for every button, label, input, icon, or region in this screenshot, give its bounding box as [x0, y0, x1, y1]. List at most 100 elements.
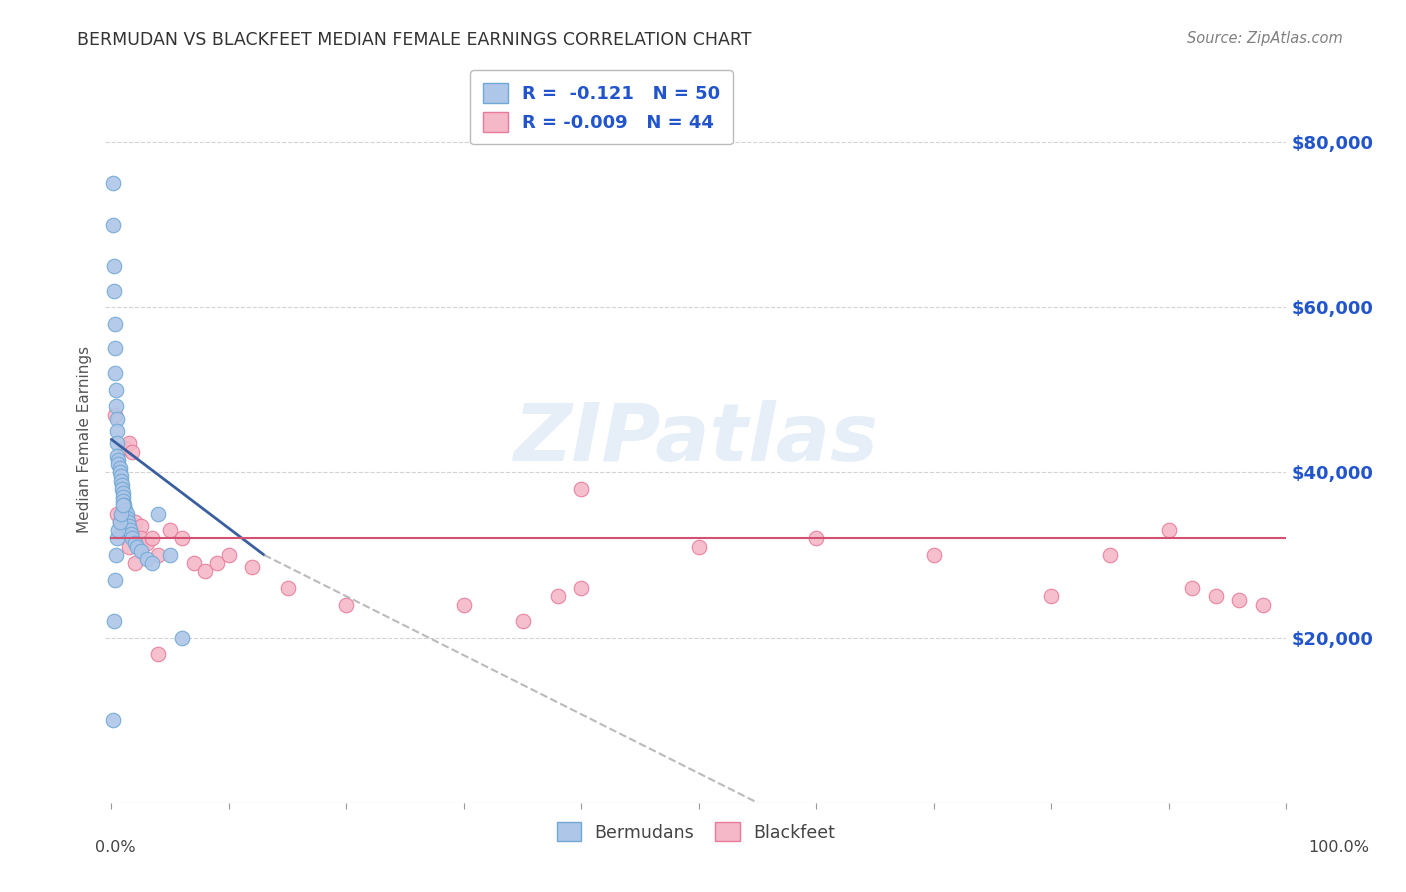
Point [107, 453, 129, 467]
Point [118, 519, 141, 533]
Point [111, 477, 134, 491]
Point [205, 556, 228, 570]
Point [170, 532, 193, 546]
Point [104, 366, 127, 380]
Point [103, 259, 125, 273]
Point [105, 449, 128, 463]
Point [105, 532, 128, 546]
Point [547, 589, 569, 603]
Point [105, 436, 128, 450]
Point [127, 540, 149, 554]
Point [124, 515, 146, 529]
Text: BERMUDAN VS BLACKFEET MEDIAN FEMALE EARNINGS CORRELATION CHART: BERMUDAN VS BLACKFEET MEDIAN FEMALE EARN… [77, 31, 752, 49]
Point [1099, 548, 1122, 562]
Point [135, 535, 157, 549]
Point [118, 436, 141, 450]
Point [105, 424, 128, 438]
Point [124, 556, 146, 570]
Point [120, 527, 142, 541]
Point [112, 523, 135, 537]
Point [117, 515, 139, 529]
Point [112, 499, 135, 513]
Point [118, 540, 141, 554]
Point [108, 515, 131, 529]
Point [218, 548, 240, 562]
Legend: Bermudans, Blackfeet: Bermudans, Blackfeet [550, 815, 842, 848]
Point [107, 457, 129, 471]
Point [240, 560, 263, 574]
Point [103, 614, 125, 628]
Point [124, 532, 146, 546]
Point [1157, 523, 1180, 537]
Point [104, 342, 127, 356]
Point [115, 507, 138, 521]
Point [183, 556, 205, 570]
Point [114, 502, 136, 516]
Text: Source: ZipAtlas.com: Source: ZipAtlas.com [1187, 31, 1343, 46]
Point [112, 486, 135, 500]
Point [571, 581, 593, 595]
Point [148, 507, 170, 521]
Point [148, 647, 170, 661]
Point [121, 532, 143, 546]
Point [108, 466, 131, 480]
Point [104, 317, 127, 331]
Y-axis label: Median Female Earnings: Median Female Earnings [77, 346, 93, 533]
Point [129, 544, 152, 558]
Point [453, 598, 475, 612]
Point [111, 507, 134, 521]
Point [1229, 593, 1251, 607]
Point [105, 548, 128, 562]
Point [112, 507, 135, 521]
Point [335, 598, 357, 612]
Point [101, 218, 124, 232]
Point [571, 482, 593, 496]
Point [111, 482, 134, 496]
Point [159, 548, 181, 562]
Point [121, 523, 143, 537]
Point [129, 519, 152, 533]
Point [512, 614, 534, 628]
Point [121, 444, 143, 458]
Point [105, 399, 128, 413]
Point [277, 581, 299, 595]
Point [115, 510, 138, 524]
Point [129, 532, 152, 546]
Point [110, 469, 132, 483]
Point [194, 565, 217, 579]
Point [105, 411, 128, 425]
Point [922, 548, 945, 562]
Point [1205, 589, 1227, 603]
Point [159, 523, 181, 537]
Text: ZIPatlas: ZIPatlas [513, 401, 879, 478]
Point [141, 556, 163, 570]
Point [170, 631, 193, 645]
Point [104, 573, 127, 587]
Point [806, 532, 828, 546]
Point [112, 499, 135, 513]
Text: 0.0%: 0.0% [96, 840, 135, 855]
Point [101, 176, 124, 190]
Point [1181, 581, 1204, 595]
Point [101, 713, 124, 727]
Point [120, 523, 142, 537]
Point [688, 540, 710, 554]
Text: 100.0%: 100.0% [1308, 840, 1369, 855]
Point [108, 461, 131, 475]
Point [110, 474, 132, 488]
Point [108, 515, 131, 529]
Point [114, 441, 136, 455]
Point [124, 535, 146, 549]
Point [112, 490, 135, 504]
Point [103, 284, 125, 298]
Point [135, 552, 157, 566]
Point [112, 494, 135, 508]
Point [110, 507, 132, 521]
Point [107, 523, 129, 537]
Point [148, 548, 170, 562]
Point [105, 383, 128, 397]
Point [105, 507, 128, 521]
Point [104, 408, 127, 422]
Point [141, 532, 163, 546]
Point [1040, 589, 1063, 603]
